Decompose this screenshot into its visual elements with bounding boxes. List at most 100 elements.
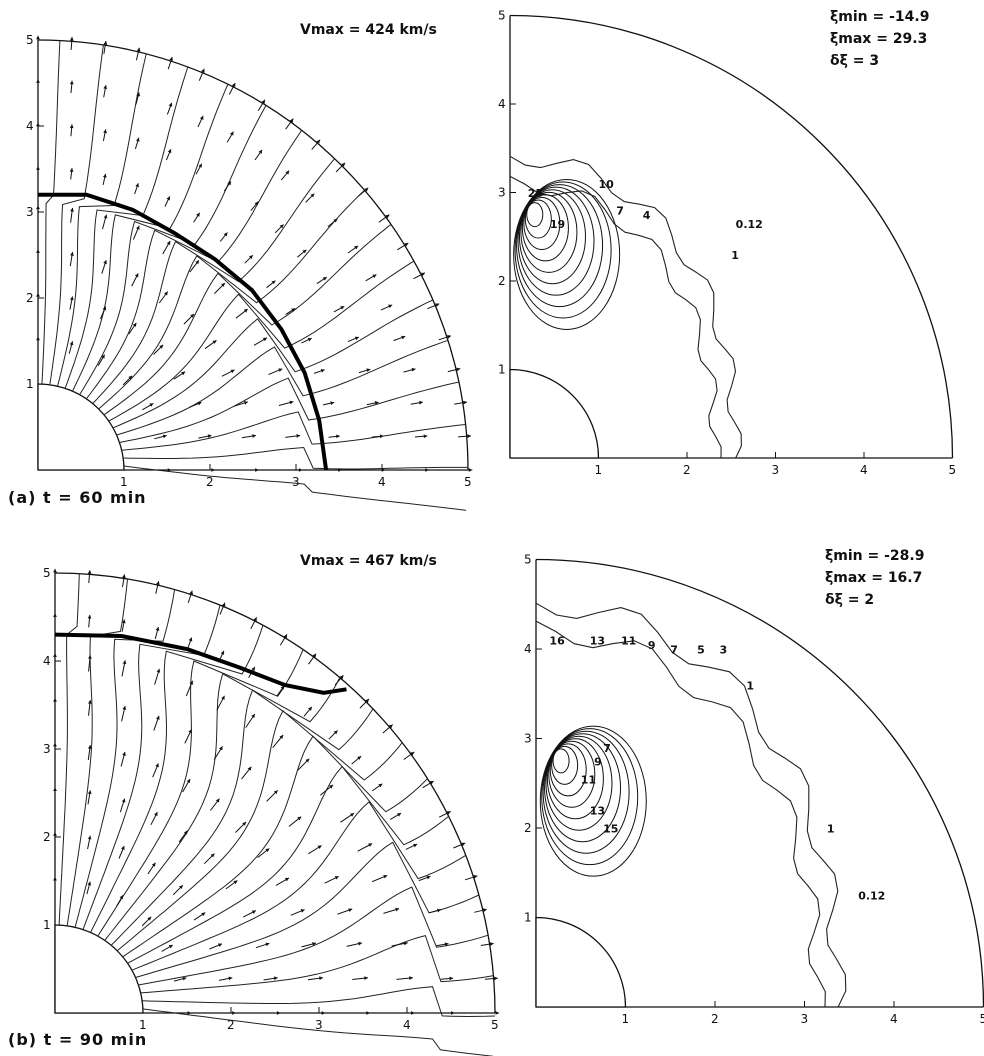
- contour-line: [535, 620, 826, 1008]
- contour-loop: [514, 181, 612, 319]
- arrow-head: [87, 700, 92, 704]
- contour-value-label: 11: [581, 773, 596, 786]
- field-line: [79, 105, 267, 395]
- arrow-head: [388, 724, 393, 729]
- field-line: [123, 446, 468, 470]
- arrow-head: [186, 779, 191, 784]
- y-tick-label: 3: [43, 742, 51, 756]
- arrow-head: [87, 614, 92, 619]
- y-tick-label: 5: [498, 9, 506, 23]
- arrow-head: [366, 1011, 370, 1015]
- arrow-head: [136, 47, 141, 52]
- arrow-head: [251, 910, 256, 914]
- arrow-head: [135, 137, 140, 142]
- panel-a-contours: 1 2 3 4 5 1 2 3 4 5 25 19 10 7 4 1 0.12 ξmin = -14.9 ξma…: [498, 0, 984, 480]
- arrow-head: [70, 207, 74, 212]
- x-tick-label: 5: [464, 475, 472, 489]
- panel-a-velocity-field: 1 2 3 4 5 1 2 3 4 5 Vmax = 424 km/s: [0, 0, 500, 511]
- contour-value-label: 11: [621, 635, 636, 648]
- arrow-head: [279, 735, 284, 739]
- arrow-head: [336, 434, 340, 439]
- y-tick-label: 4: [26, 119, 34, 133]
- arrow-head: [87, 790, 92, 795]
- arrow-head: [467, 434, 471, 439]
- arrow-head: [231, 83, 236, 88]
- y-tick-label: 3: [498, 186, 506, 200]
- arrow-head: [365, 698, 370, 703]
- arrow-head: [316, 139, 321, 144]
- delta-xi-a: δξ = 3: [830, 53, 880, 69]
- arrow-head: [201, 68, 205, 73]
- sun-disk: [54, 924, 144, 1014]
- arrow-head: [155, 627, 160, 631]
- arrow-head: [121, 619, 126, 624]
- arrow-head: [36, 122, 40, 127]
- arrow-head: [122, 574, 126, 579]
- arrow-head: [178, 885, 183, 890]
- y-tick-label: 2: [43, 830, 51, 844]
- arrow-head: [354, 245, 359, 250]
- field-line: [82, 604, 221, 930]
- contour-loop: [539, 725, 647, 877]
- contour-loop: [521, 194, 569, 262]
- arrow-head: [429, 780, 434, 785]
- arrow-head: [348, 908, 353, 912]
- y-tick-label: 4: [498, 97, 506, 111]
- arrow-head: [189, 680, 194, 685]
- arrow-head: [122, 752, 126, 756]
- arrow-head: [308, 706, 312, 711]
- contour-loop: [549, 743, 587, 797]
- arrow-head: [310, 193, 315, 198]
- arrow-head: [374, 401, 379, 405]
- arrow-head: [338, 468, 342, 472]
- arrow-head: [36, 293, 40, 297]
- arrow-head: [69, 80, 74, 85]
- arrow-head: [166, 196, 170, 201]
- arrow-head: [169, 56, 173, 61]
- arrow-head: [411, 367, 416, 372]
- arrow-head: [121, 798, 126, 803]
- field-line: [142, 1008, 493, 1056]
- arrow-head: [190, 313, 195, 318]
- arrow-head: [156, 715, 160, 720]
- arrow-head: [233, 880, 238, 885]
- arrow-head: [199, 115, 204, 120]
- arrow-head: [162, 434, 167, 439]
- arrow-head: [368, 843, 373, 847]
- arrow-head: [102, 306, 107, 311]
- arrow-head: [243, 309, 248, 313]
- arrow-head: [449, 976, 454, 981]
- contour-loop: [544, 733, 622, 843]
- y-tick-label: 4: [524, 642, 532, 656]
- arrow-head: [330, 401, 335, 406]
- arrow-head: [135, 183, 139, 188]
- x-tick-label: 5: [491, 1018, 499, 1032]
- arrow-head: [265, 942, 270, 947]
- field-line: [72, 84, 229, 392]
- arrow-head: [446, 811, 451, 815]
- arrow-head: [166, 241, 171, 246]
- arrow-head: [53, 742, 57, 747]
- arrow-head: [230, 369, 235, 374]
- arrow-head: [297, 816, 302, 821]
- arrow-head: [298, 468, 303, 472]
- arrow-head: [340, 306, 345, 310]
- field-line: [57, 53, 147, 387]
- arrow-head: [220, 650, 225, 655]
- arrow-head: [198, 163, 202, 168]
- arrow-head: [447, 335, 452, 339]
- arrow-head: [103, 214, 108, 219]
- arrow-head: [403, 941, 408, 946]
- arrow-head: [227, 181, 231, 186]
- contour-line: [535, 602, 847, 1008]
- arrow-head: [473, 875, 478, 879]
- arrow-head: [154, 812, 158, 817]
- contour-value-label: 5: [697, 643, 705, 656]
- field-line: [121, 411, 466, 451]
- field-line: [90, 625, 264, 933]
- arrow-head: [53, 613, 57, 617]
- arrow-head: [122, 705, 127, 710]
- arrow-head: [409, 976, 413, 981]
- arrow-head: [87, 881, 92, 886]
